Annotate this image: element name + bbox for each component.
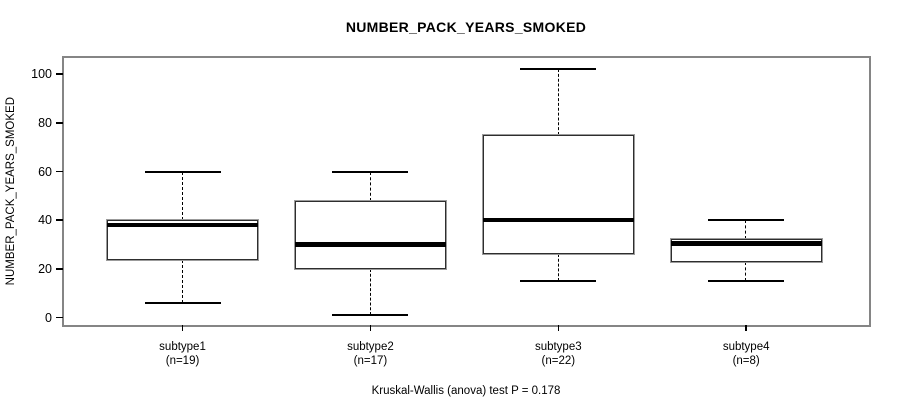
y-tick-label: 20	[38, 261, 52, 276]
y-tick-mark	[56, 316, 63, 319]
iqr-box	[482, 134, 634, 255]
x-tick-mark	[181, 325, 184, 331]
lower-whisker-cap	[144, 302, 221, 305]
lower-whisker-cap	[332, 314, 409, 317]
statistical-test-footnote: Kruskal-Wallis (anova) test P = 0.178	[371, 385, 561, 397]
y-tick-mark	[56, 219, 63, 221]
x-category-count: (n=22)	[541, 354, 576, 367]
upper-whisker-line	[745, 220, 747, 239]
x-tick-mark	[369, 325, 372, 331]
y-tick-label: 40	[38, 213, 52, 228]
lower-whisker-cap	[520, 280, 597, 283]
lower-whisker-line	[745, 261, 747, 282]
x-tick-mark	[745, 325, 747, 331]
x-category-label: subtype3 (n=22)	[498, 341, 618, 368]
upper-whisker-cap	[332, 170, 409, 173]
x-category-name: subtype3	[534, 341, 582, 353]
upper-whisker-line	[181, 171, 183, 221]
x-category-count: (n=19)	[165, 354, 200, 367]
median-line	[107, 222, 259, 228]
x-category-count: (n=8)	[732, 354, 760, 367]
median-line	[670, 241, 822, 246]
upper-whisker-line	[557, 69, 559, 135]
upper-whisker-cap	[708, 219, 785, 222]
upper-whisker-cap	[144, 170, 221, 173]
median-line	[482, 217, 634, 223]
y-tick-label: 100	[31, 67, 52, 82]
y-tick-mark	[56, 73, 63, 75]
x-category-count: (n=17)	[353, 354, 388, 367]
x-category-label: subtype1 (n=19)	[123, 341, 243, 368]
x-category-name: subtype4	[722, 341, 770, 353]
lower-whisker-line	[557, 254, 559, 282]
lower-whisker-cap	[708, 280, 785, 283]
x-category-name: subtype2	[347, 341, 394, 353]
y-tick-mark	[56, 170, 63, 173]
iqr-box	[294, 200, 446, 269]
y-tick-label: 60	[38, 164, 52, 179]
upper-whisker-cap	[520, 68, 597, 71]
y-tick-mark	[56, 122, 63, 124]
upper-whisker-line	[369, 171, 371, 201]
x-category-label: subtype4 (n=8)	[686, 341, 806, 368]
chart-title: NUMBER_PACK_YEARS_SMOKED	[345, 19, 587, 35]
y-tick-label: 80	[38, 115, 52, 130]
x-category-label: subtype2 (n=17)	[310, 341, 430, 368]
x-tick-mark	[557, 325, 560, 331]
lower-whisker-line	[181, 260, 183, 304]
x-category-name: subtype1	[159, 341, 206, 353]
lower-whisker-line	[369, 268, 371, 316]
median-line	[294, 242, 446, 247]
y-tick-mark	[56, 268, 63, 270]
y-tick-label: 0	[45, 310, 52, 325]
